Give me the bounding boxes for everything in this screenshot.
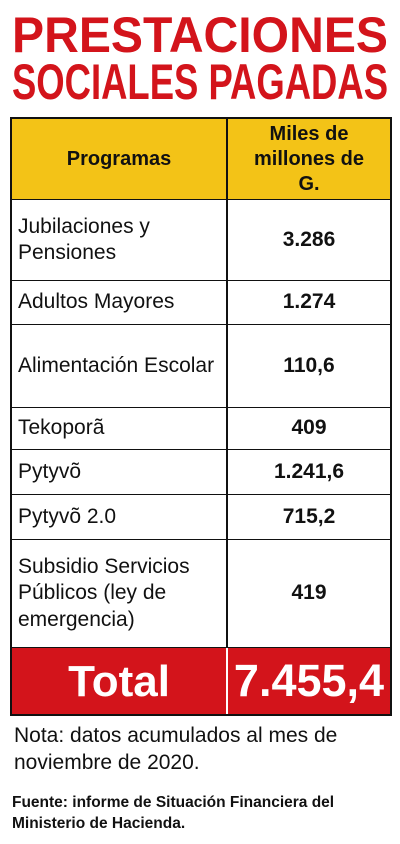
source: Fuente: informe de Situación Financiera … xyxy=(12,794,335,832)
table-row: Pytyvõ 2.0 715,2 xyxy=(12,494,390,539)
table-row: Adultos Mayores 1.274 xyxy=(12,280,390,324)
total-row: Total 7.455,4 xyxy=(12,647,390,714)
program-amount: 1.274 xyxy=(282,290,336,314)
program-amount: 409 xyxy=(291,416,327,440)
program-name: Jubilaciones y Pensiones xyxy=(12,200,228,280)
program-name: Subsidio Servicios Públicos (ley de emer… xyxy=(12,540,228,647)
total-amount: 7.455,4 xyxy=(233,654,385,706)
program-name: Adultos Mayores xyxy=(12,281,228,324)
title-line: SOCIALES PAGADAS xyxy=(12,54,388,110)
column-header: Programas xyxy=(12,119,228,199)
header-row: Programas Miles de millones de G. xyxy=(12,119,390,199)
total-label: Total xyxy=(12,648,228,714)
column-header: Miles de millones de G. xyxy=(253,122,365,195)
program-name: Tekoporã xyxy=(12,408,228,449)
program-name: Alimentación Escolar xyxy=(12,325,228,407)
title-line: PRESTACIONES xyxy=(12,7,388,63)
program-amount: 1.241,6 xyxy=(273,459,345,483)
table-row: Tekoporã 409 xyxy=(12,407,390,449)
note: Nota: datos acumulados al mes de noviemb… xyxy=(14,724,338,775)
program-amount: 110,6 xyxy=(283,353,335,377)
program-amount: 3.286 xyxy=(282,227,336,251)
program-name: Pytyvõ 2.0 xyxy=(12,495,228,539)
title: PRESTACIONES SOCIALES PAGADAS xyxy=(12,7,388,110)
program-amount: 419 xyxy=(291,581,327,605)
table-row: Jubilaciones y Pensiones 3.286 xyxy=(12,199,390,280)
table-row: Pytyvõ 1.241,6 xyxy=(12,449,390,494)
program-amount: 715,2 xyxy=(282,504,336,528)
table-row: Subsidio Servicios Públicos (ley de emer… xyxy=(12,539,390,647)
table: Programas Miles de millones de G. Jubilaci… xyxy=(10,117,392,716)
table-row: Alimentación Escolar 110,6 xyxy=(12,324,390,407)
program-name: Pytyvõ xyxy=(12,450,228,494)
